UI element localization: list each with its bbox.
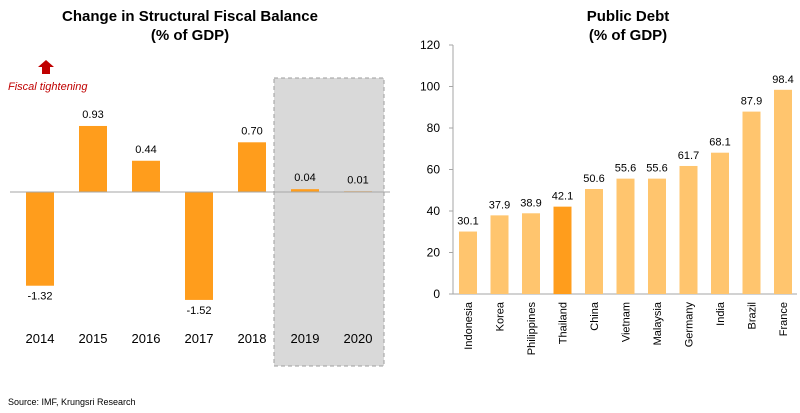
debt-bar-malaysia bbox=[648, 178, 666, 294]
year-label-2020: 2020 bbox=[344, 331, 373, 346]
debt-value-label-philippines: 38.9 bbox=[520, 197, 541, 209]
debt-bar-philippines bbox=[522, 213, 540, 294]
y-tick-label-120: 120 bbox=[420, 38, 440, 52]
debt-value-label-korea: 37.9 bbox=[489, 199, 510, 211]
y-tick-label-60: 60 bbox=[427, 163, 441, 177]
debt-bar-germany bbox=[679, 165, 698, 294]
debt-chart-subtitle: (% of GDP) bbox=[589, 27, 667, 44]
fiscal-value-label-2020: 0.01 bbox=[347, 174, 368, 186]
fiscal-balance-chart: Change in Structural Fiscal Balance (% o… bbox=[8, 8, 390, 367]
country-label-germany: Germany bbox=[684, 302, 696, 348]
debt-bar-korea bbox=[490, 215, 509, 294]
fiscal-value-label-2017: -1.52 bbox=[186, 305, 211, 317]
fiscal-chart-subtitle: (% of GDP) bbox=[151, 27, 229, 44]
year-label-2015: 2015 bbox=[79, 331, 108, 346]
fiscal-value-label-2014: -1.32 bbox=[27, 291, 52, 303]
fiscal-bar-2014 bbox=[26, 192, 54, 286]
country-label-vietnam: Vietnam bbox=[621, 302, 633, 342]
y-tick-label-80: 80 bbox=[427, 121, 441, 135]
debt-chart-title: Public Debt bbox=[587, 8, 670, 25]
debt-value-label-china: 50.6 bbox=[583, 173, 604, 185]
fiscal-chart-title: Change in Structural Fiscal Balance bbox=[62, 8, 318, 25]
public-debt-chart: Public Debt (% of GDP) 0 20 40 60 80 100 120 3… bbox=[420, 8, 797, 355]
fiscal-tightening-label: Fiscal tightening bbox=[8, 81, 88, 93]
debt-bar-china bbox=[585, 189, 603, 294]
debt-bar-brazil bbox=[742, 111, 761, 294]
source-note: Source: IMF, Krungsri Research bbox=[8, 397, 136, 407]
year-label-2019: 2019 bbox=[291, 331, 320, 346]
up-arrow-icon bbox=[38, 60, 54, 74]
debt-value-label-india: 68.1 bbox=[709, 137, 730, 149]
fiscal-bar-2016 bbox=[132, 160, 160, 192]
debt-bar-india bbox=[711, 152, 729, 294]
debt-bar-thailand bbox=[553, 206, 572, 294]
fiscal-tightening-annotation: Fiscal tightening bbox=[8, 60, 88, 93]
forecast-shaded-area bbox=[273, 77, 385, 367]
fiscal-value-label-2019: 0.04 bbox=[294, 172, 315, 184]
country-label-korea: Korea bbox=[495, 301, 507, 331]
debt-value-label-france: 98.4 bbox=[772, 74, 793, 86]
debt-bar-france bbox=[774, 89, 792, 294]
debt-value-label-indonesia: 30.1 bbox=[457, 216, 478, 228]
year-label-2014: 2014 bbox=[26, 331, 55, 346]
debt-value-label-germany: 61.7 bbox=[678, 150, 699, 162]
year-label-2016: 2016 bbox=[132, 331, 161, 346]
year-label-2017: 2017 bbox=[185, 331, 214, 346]
debt-value-label-malaysia: 55.6 bbox=[646, 163, 667, 175]
year-label-2018: 2018 bbox=[238, 331, 267, 346]
fiscal-bar-2017 bbox=[185, 192, 213, 300]
country-label-thailand: Thailand bbox=[558, 302, 570, 344]
country-label-india: India bbox=[715, 301, 727, 326]
fiscal-bar-2015 bbox=[79, 125, 107, 192]
fiscal-value-label-2016: 0.44 bbox=[135, 144, 156, 156]
country-label-malaysia: Malaysia bbox=[652, 301, 664, 345]
y-tick-label-20: 20 bbox=[427, 246, 441, 260]
country-label-china: China bbox=[589, 301, 601, 331]
debt-value-label-brazil: 87.9 bbox=[741, 96, 762, 108]
country-label-indonesia: Indonesia bbox=[463, 301, 475, 350]
y-tick-label-100: 100 bbox=[420, 80, 440, 94]
fiscal-bar-2019 bbox=[291, 189, 319, 192]
fiscal-bar-2018 bbox=[238, 142, 266, 192]
debt-value-label-vietnam: 55.6 bbox=[615, 163, 636, 175]
y-tick-label-40: 40 bbox=[427, 204, 441, 218]
y-tick-label-0: 0 bbox=[433, 287, 440, 301]
fiscal-value-label-2018: 0.70 bbox=[241, 125, 262, 137]
country-label-brazil: Brazil bbox=[747, 302, 759, 330]
debt-value-label-thailand: 42.1 bbox=[552, 191, 573, 203]
fiscal-value-label-2015: 0.93 bbox=[82, 109, 103, 121]
country-label-philippines: Philippines bbox=[526, 302, 538, 356]
debt-bar-vietnam bbox=[616, 178, 635, 294]
debt-bar-indonesia bbox=[459, 231, 477, 294]
country-label-france: France bbox=[778, 302, 790, 336]
